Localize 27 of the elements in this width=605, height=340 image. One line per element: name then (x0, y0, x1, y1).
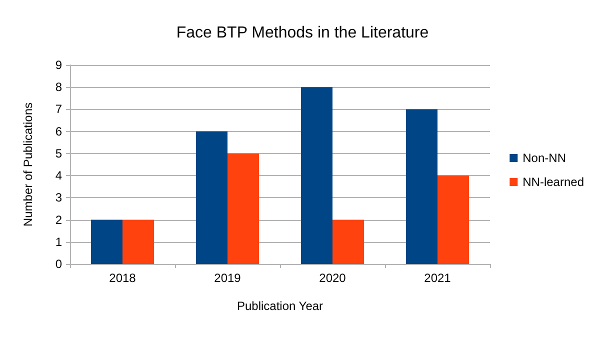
y-tick-label: 6 (55, 124, 62, 138)
bar (122, 220, 154, 264)
x-tick-label: 2019 (214, 271, 242, 285)
x-axis-title: Publication Year (236, 299, 324, 313)
y-tick-label: 3 (55, 190, 62, 205)
y-tick-label: 4 (55, 168, 62, 183)
x-tick-label: 2018 (109, 271, 136, 285)
y-tick-label: 0 (55, 257, 62, 271)
bar (332, 220, 364, 264)
legend-label: Non-NN (522, 151, 566, 165)
y-tick-label: 9 (55, 58, 62, 72)
x-tick-label: 2020 (319, 271, 346, 285)
y-tick-label: 1 (55, 234, 62, 249)
bar (438, 176, 469, 264)
x-tick-label: 2021 (424, 271, 452, 285)
bar (91, 220, 122, 264)
bar (406, 109, 438, 264)
y-axis-title: Number of Publications (21, 102, 35, 227)
y-tick-label: 8 (55, 80, 62, 94)
bar (196, 131, 228, 264)
bar (301, 87, 332, 264)
y-tick-label: 7 (55, 102, 62, 116)
y-tick-label: 2 (55, 212, 62, 227)
bar (228, 153, 259, 264)
legend-label: NN-learned (522, 175, 584, 189)
chart-title: Face BTP Methods in the Literature (176, 24, 429, 42)
y-tick-label: 5 (55, 146, 62, 160)
